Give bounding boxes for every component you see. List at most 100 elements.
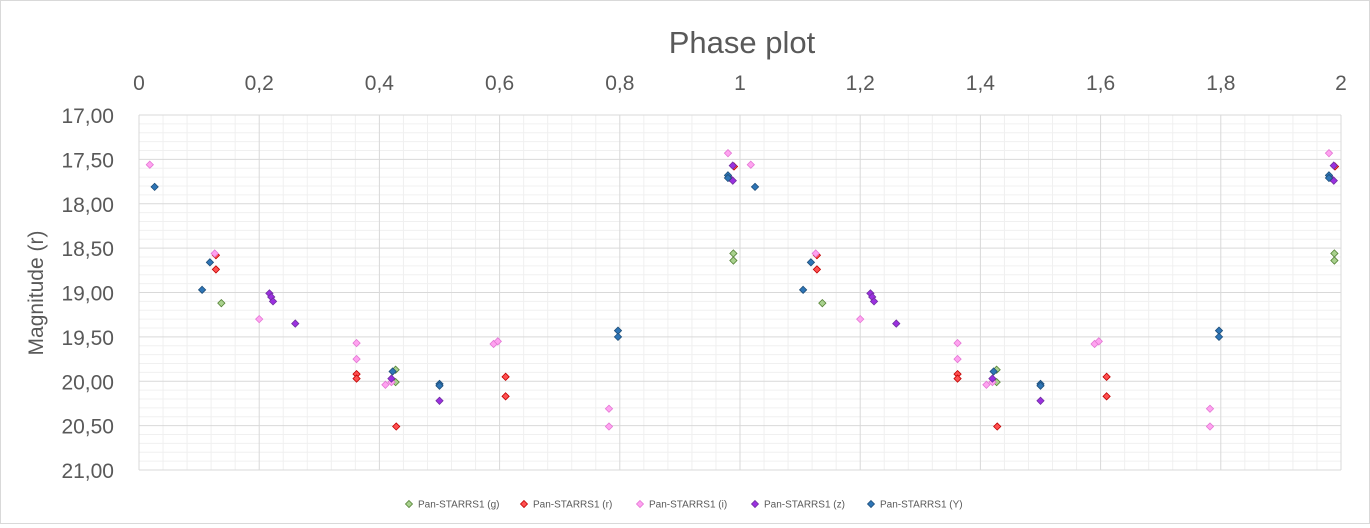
y-tick-label: 19,00 xyxy=(61,283,114,306)
x-tick-label: 1,8 xyxy=(1206,72,1235,95)
data-point xyxy=(145,160,154,169)
y-tick-label: 19,50 xyxy=(61,327,114,350)
data-point xyxy=(1330,249,1339,258)
data-points xyxy=(145,148,1340,431)
y-tick-label: 17,00 xyxy=(61,105,114,128)
y-tick-label: 21,00 xyxy=(61,460,114,483)
data-point xyxy=(197,285,207,295)
x-tick-label: 1,4 xyxy=(966,72,996,95)
data-point xyxy=(217,298,226,308)
data-point xyxy=(150,182,159,192)
data-point xyxy=(728,161,737,170)
x-tick-label: 0,6 xyxy=(485,72,514,95)
data-point xyxy=(352,338,361,348)
data-point xyxy=(1102,392,1111,401)
legend-label: Pan-STARRS1 (r) xyxy=(533,500,612,511)
y-tick-label: 20,50 xyxy=(61,416,114,439)
data-point xyxy=(1329,161,1338,170)
chart-title: Phase plot xyxy=(669,25,816,60)
data-point xyxy=(352,374,361,383)
legend-label: Pan-STARRS1 (i) xyxy=(649,500,727,511)
data-point xyxy=(812,265,822,274)
legend-item: Pan-STARRS1 (g) xyxy=(404,499,500,511)
data-point xyxy=(818,298,827,308)
data-point xyxy=(1330,256,1339,265)
y-tick-label: 18,50 xyxy=(61,238,114,261)
x-tick-label: 1 xyxy=(734,72,746,95)
x-tick-label: 1,6 xyxy=(1086,72,1115,95)
data-point xyxy=(806,258,816,267)
data-point xyxy=(604,422,614,431)
x-tick-label: 0,8 xyxy=(605,72,634,95)
legend-item: Pan-STARRS1 (Y) xyxy=(866,499,963,511)
data-point xyxy=(1205,422,1215,431)
data-point xyxy=(387,374,396,383)
data-point xyxy=(381,380,390,389)
data-point xyxy=(210,249,219,258)
legend-label: Pan-STARRS1 (Y) xyxy=(880,500,963,511)
data-point xyxy=(211,265,221,274)
data-point xyxy=(291,319,300,328)
x-tick-label: 1,2 xyxy=(846,72,875,95)
legend-marker xyxy=(866,499,876,509)
data-point xyxy=(729,249,738,258)
data-point xyxy=(750,182,760,192)
legend-item: Pan-STARRS1 (i) xyxy=(635,499,727,511)
data-point xyxy=(953,374,962,383)
x-tick-label: 0,4 xyxy=(365,72,395,95)
data-point xyxy=(501,372,510,381)
data-point xyxy=(953,354,962,364)
data-point xyxy=(268,297,278,306)
data-point xyxy=(892,319,901,328)
legend: Pan-STARRS1 (g) Pan-STARRS1 (r) Pan-STARRS… xyxy=(404,499,963,511)
legend-marker xyxy=(750,499,760,509)
data-point xyxy=(1094,337,1103,346)
y-tick-label: 17,50 xyxy=(61,149,114,172)
data-point xyxy=(869,297,879,306)
data-point xyxy=(856,314,865,324)
legend-item: Pan-STARRS1 (z) xyxy=(750,499,845,511)
data-point xyxy=(1036,381,1045,390)
data-point xyxy=(435,396,444,405)
legend-label: Pan-STARRS1 (g) xyxy=(418,500,500,511)
data-point xyxy=(435,381,444,390)
legend-marker xyxy=(635,499,645,509)
data-point xyxy=(993,422,1002,431)
data-point xyxy=(988,374,997,383)
y-tick-label: 18,00 xyxy=(61,194,114,217)
x-tick-label: 0,2 xyxy=(245,72,274,95)
axes: 0 0,2 0,4 0,6 0,8 1 1,2 1,4 1,6 1,8 2 17,00 17,50 18,… xyxy=(61,72,1346,483)
grid xyxy=(138,114,1342,471)
data-point xyxy=(388,367,397,376)
y-tick-label: 20,00 xyxy=(61,371,114,394)
data-point xyxy=(1205,404,1215,413)
legend-label: Pan-STARRS1 (z) xyxy=(764,500,845,511)
data-point xyxy=(1324,173,1334,183)
data-point xyxy=(1102,372,1111,381)
data-point xyxy=(746,160,755,169)
legend-marker xyxy=(404,499,414,509)
data-point xyxy=(613,332,623,342)
data-point xyxy=(352,354,361,364)
legend-marker xyxy=(519,499,529,509)
data-point xyxy=(982,380,991,389)
data-point xyxy=(501,392,510,401)
data-point xyxy=(723,148,733,158)
data-point xyxy=(989,367,998,376)
data-point xyxy=(798,285,808,295)
data-point xyxy=(1324,148,1334,158)
x-tick-label: 0 xyxy=(133,72,145,95)
data-point xyxy=(493,337,502,346)
data-point xyxy=(1214,332,1224,342)
data-point xyxy=(811,249,820,258)
data-point xyxy=(392,422,401,431)
data-point xyxy=(723,173,733,183)
legend-item: Pan-STARRS1 (r) xyxy=(519,499,612,511)
data-point xyxy=(729,256,738,265)
x-tick-label: 2 xyxy=(1335,72,1347,95)
data-point xyxy=(205,258,215,267)
data-point xyxy=(604,404,614,413)
data-point xyxy=(255,314,264,324)
